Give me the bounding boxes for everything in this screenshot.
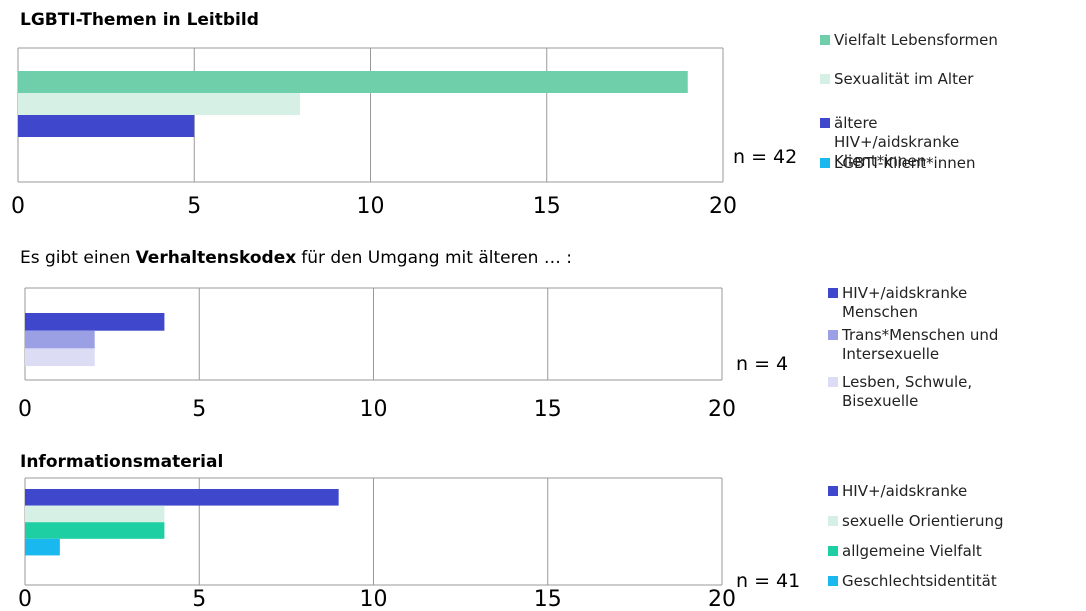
x-tick-label: 10 bbox=[357, 194, 385, 219]
legend-label: Geschlechtsidentität bbox=[842, 572, 997, 590]
x-tick-label: 10 bbox=[360, 397, 388, 422]
x-tick-label: 0 bbox=[18, 397, 32, 422]
annotation: n = 41 bbox=[736, 570, 801, 592]
title-part: für den Umgang mit älteren … : bbox=[301, 248, 572, 268]
legend-label: sexuelle Orientierung bbox=[842, 512, 1004, 530]
legend-entry: ältere HIV+/aidskranke Klient*innen bbox=[820, 114, 1084, 171]
legend-entry: sexuelle Orientierung bbox=[828, 512, 1086, 531]
x-tick-label: 0 bbox=[11, 194, 25, 219]
legend-entry: Geschlechtsidentität bbox=[828, 572, 1086, 591]
legend-label: ältere HIV+/aidskranke Klient*innen bbox=[834, 114, 960, 170]
x-tick-label: 5 bbox=[192, 587, 206, 611]
legend-swatch bbox=[820, 74, 830, 84]
legend-label: Trans*Menschen und Intersexuelle bbox=[842, 326, 999, 363]
legend-swatch bbox=[828, 486, 838, 496]
legend-entry: Trans*Menschen und Intersexuelle bbox=[828, 326, 1086, 364]
x-tick-label: 20 bbox=[708, 587, 736, 611]
bar bbox=[25, 330, 95, 349]
bar bbox=[18, 115, 195, 137]
legend-label: Vielfalt Lebensformen bbox=[834, 31, 998, 49]
bar bbox=[25, 522, 165, 539]
x-tick-label: 15 bbox=[534, 587, 562, 611]
legend-swatch bbox=[820, 35, 830, 45]
x-tick-label: 10 bbox=[360, 587, 388, 611]
legend-label: LGBTI-Klient*innen bbox=[834, 154, 976, 172]
title-part: Informationsmaterial bbox=[20, 452, 223, 472]
legend-label: HIV+/aidskranke Menschen bbox=[842, 284, 968, 321]
legend-swatch bbox=[828, 576, 838, 586]
x-tick-label: 15 bbox=[534, 397, 562, 422]
title-part: Verhaltenskodex bbox=[136, 248, 297, 268]
legend-entry: Lesben, Schwule, Bisexuelle bbox=[828, 373, 1086, 411]
annotation: n = 4 bbox=[736, 353, 789, 375]
legend-entry: Vielfalt Lebensformen bbox=[820, 31, 1084, 50]
legend-swatch bbox=[828, 377, 838, 387]
legend-label: Sexualität im Alter bbox=[834, 70, 974, 88]
bar bbox=[25, 348, 95, 367]
legend-label: allgemeine Vielfalt bbox=[842, 542, 982, 560]
bar bbox=[18, 71, 688, 93]
legend-entry: HIV+/aidskranke Menschen bbox=[828, 284, 1086, 322]
chart-title: LGBTI-Themen in Leitbild bbox=[20, 10, 259, 30]
legend-entry: allgemeine Vielfalt bbox=[828, 542, 1086, 561]
bar bbox=[25, 538, 60, 556]
bar bbox=[25, 313, 165, 331]
x-tick-label: 15 bbox=[533, 194, 561, 219]
bar bbox=[25, 505, 165, 523]
legend-label: Lesben, Schwule, Bisexuelle bbox=[842, 373, 973, 410]
x-tick-label: 5 bbox=[192, 397, 206, 422]
legend-entry: HIV+/aidskranke bbox=[828, 482, 1086, 501]
legend-swatch bbox=[828, 330, 838, 340]
legend-swatch bbox=[828, 288, 838, 298]
annotation: n = 42 bbox=[733, 146, 798, 168]
bar bbox=[18, 93, 300, 115]
legend-swatch bbox=[820, 158, 830, 168]
title-part: LGBTI-Themen in Leitbild bbox=[20, 10, 259, 30]
legend-swatch bbox=[828, 546, 838, 556]
title-part: Es gibt einen bbox=[20, 248, 131, 268]
legend-swatch bbox=[828, 516, 838, 526]
chart-title: Es gibt einen Verhaltenskodex für den Umga… bbox=[20, 248, 572, 268]
legend-swatch bbox=[820, 118, 830, 128]
x-tick-label: 20 bbox=[709, 194, 737, 219]
x-tick-label: 20 bbox=[708, 397, 736, 422]
chart-title: Informationsmaterial bbox=[20, 452, 223, 472]
x-tick-label: 0 bbox=[18, 587, 32, 611]
legend-entry: Sexualität im Alter bbox=[820, 70, 1084, 89]
bar bbox=[25, 489, 339, 506]
legend-entry: LGBTI-Klient*innen bbox=[820, 154, 1084, 173]
legend-label: HIV+/aidskranke bbox=[842, 482, 968, 500]
x-tick-label: 5 bbox=[187, 194, 201, 219]
